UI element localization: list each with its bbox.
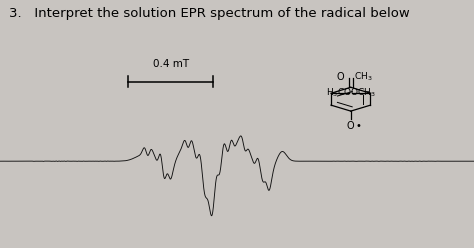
Text: O: O xyxy=(347,121,355,131)
Text: CH$_3$: CH$_3$ xyxy=(354,70,372,83)
Text: O: O xyxy=(337,72,345,82)
Text: 3.   Interpret the solution EPR spectrum of the radical below: 3. Interpret the solution EPR spectrum o… xyxy=(9,7,410,20)
Text: •: • xyxy=(356,121,361,131)
Text: H$_3$CO: H$_3$CO xyxy=(326,87,352,99)
Text: 0.4 mT: 0.4 mT xyxy=(153,60,189,69)
Text: OCH$_3$: OCH$_3$ xyxy=(350,87,376,99)
